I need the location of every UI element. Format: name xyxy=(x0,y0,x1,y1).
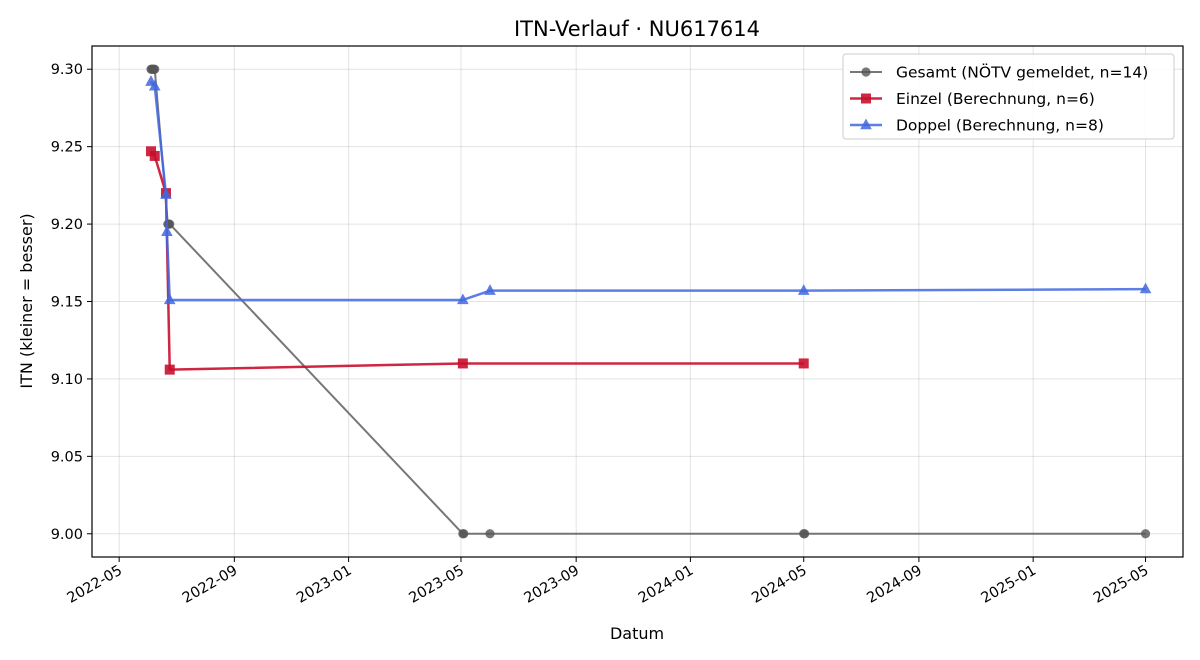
x-tick-label: 2024-09 xyxy=(864,563,924,607)
y-tick-label: 9.15 xyxy=(51,295,83,311)
data-point xyxy=(797,284,810,295)
series-layer xyxy=(145,64,1152,539)
data-point xyxy=(149,150,160,161)
legend-label: Gesamt (NÖTV gemeldet, n=14) xyxy=(896,63,1148,82)
y-tick-label: 9.05 xyxy=(51,449,83,465)
chart-title: ITN-Verlauf · NU617614 xyxy=(514,17,760,41)
legend-marker xyxy=(860,118,872,130)
x-tick-label: 2023-09 xyxy=(522,563,582,607)
legend-marker xyxy=(861,93,871,104)
x-tick-label: 2024-05 xyxy=(749,563,809,607)
legend-label: Doppel (Berechnung, n=8) xyxy=(896,117,1104,135)
data-point xyxy=(150,64,160,74)
data-point xyxy=(1140,529,1151,539)
y-tick-label: 9.20 xyxy=(51,217,83,233)
data-point xyxy=(161,225,173,237)
data-point xyxy=(485,529,495,539)
data-point xyxy=(164,364,175,375)
x-tick-label: 2022-05 xyxy=(65,563,125,607)
data-point xyxy=(1139,282,1152,294)
y-tick-label: 9.25 xyxy=(51,140,83,156)
data-point xyxy=(457,358,468,369)
x-tick-label: 2023-05 xyxy=(406,563,466,607)
legend: Gesamt (NÖTV gemeldet, n=14) Einzel (Bere… xyxy=(842,53,1175,140)
series-2 xyxy=(145,146,809,375)
x-tick-label: 2025-05 xyxy=(1091,563,1151,607)
legend-entry: Einzel (Berechnung, n=6) xyxy=(850,90,1095,108)
data-point xyxy=(798,358,809,369)
data-point xyxy=(163,293,176,305)
y-tick-label: 9.00 xyxy=(51,527,83,543)
data-point xyxy=(800,529,810,539)
data-point xyxy=(484,284,496,295)
data-point xyxy=(160,188,172,199)
y-tick-label: 9.10 xyxy=(51,372,83,388)
legend-entry: Doppel (Berechnung, n=8) xyxy=(850,117,1104,135)
data-point xyxy=(457,293,469,305)
x-axis-label: Datum xyxy=(610,624,664,643)
x-tick-label: 2022-09 xyxy=(180,563,240,607)
data-point xyxy=(459,529,469,539)
y-axis-label: ITN (kleiner = besser) xyxy=(17,213,36,388)
series-3 xyxy=(145,75,1152,305)
series-line xyxy=(150,150,804,371)
legend-entry: Gesamt (NÖTV gemeldet, n=14) xyxy=(850,63,1148,82)
x-tick-label: 2024-01 xyxy=(636,563,696,607)
data-point xyxy=(148,79,161,91)
legend-box xyxy=(842,53,1175,140)
tick-layer: 9.00 9.05 9.10 9.15 9.20 9.25 9.30 2022-05 2022-… xyxy=(51,62,1152,607)
x-tick-label: 2025-01 xyxy=(979,563,1039,607)
legend-label: Einzel (Berechnung, n=6) xyxy=(896,90,1095,108)
legend-marker xyxy=(861,67,871,77)
grid-layer xyxy=(92,46,1183,557)
y-tick-label: 9.30 xyxy=(51,62,83,78)
x-tick-label: 2023-01 xyxy=(294,563,354,607)
series-1 xyxy=(146,64,1151,539)
